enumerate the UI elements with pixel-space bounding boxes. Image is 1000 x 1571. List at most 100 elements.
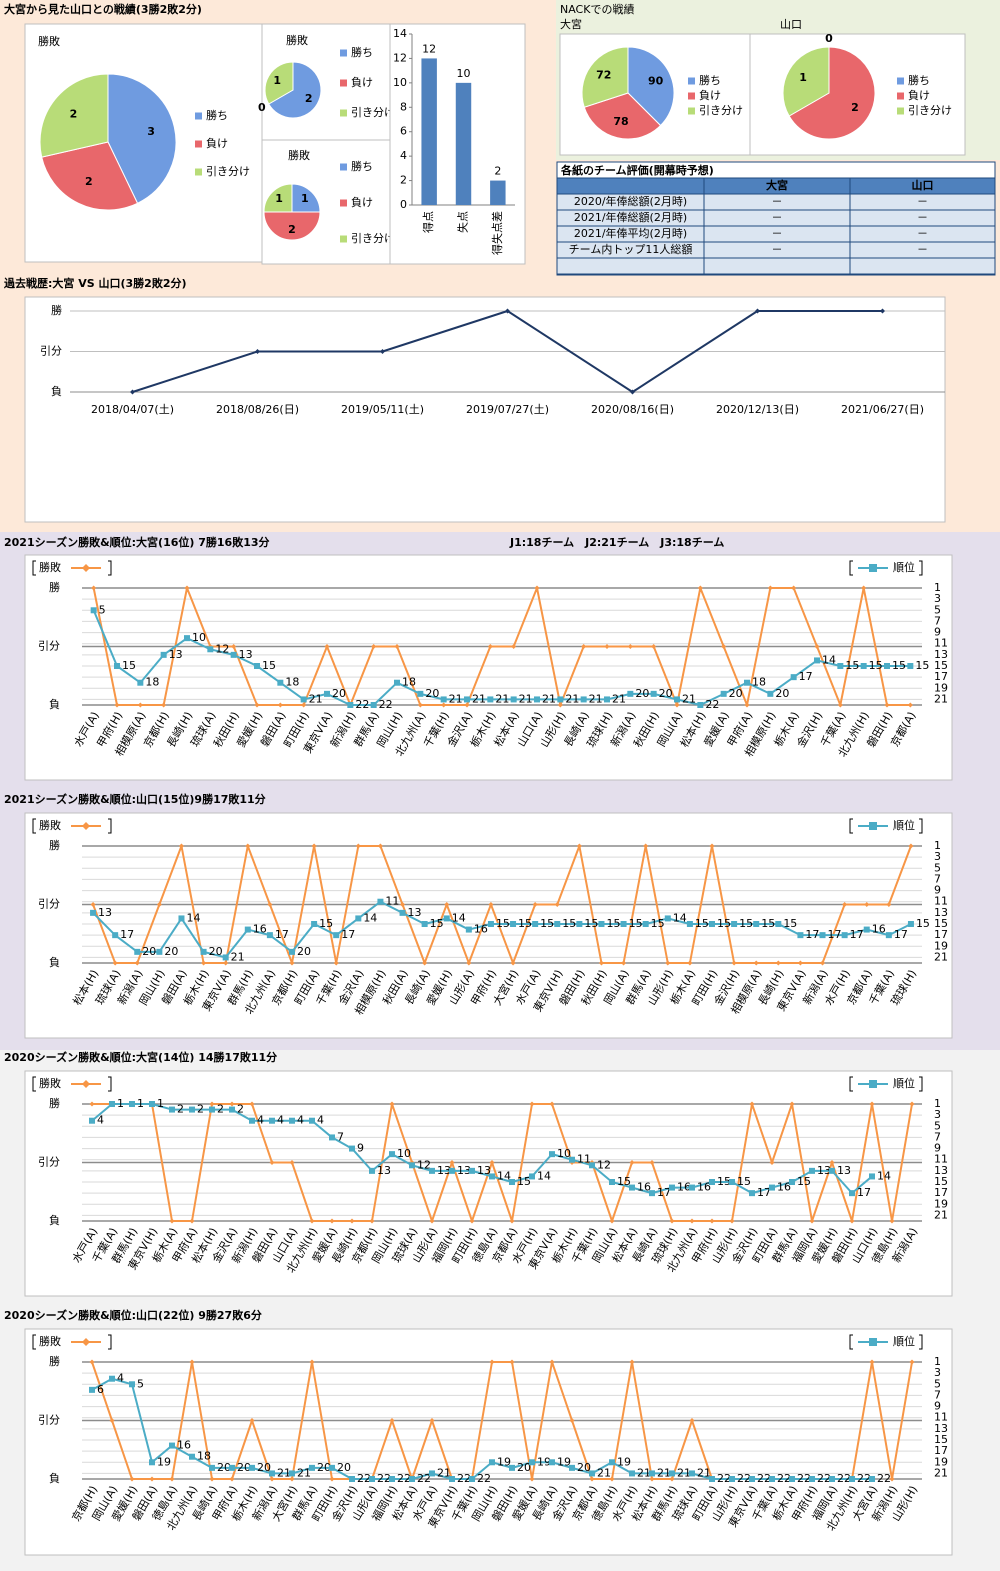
y-tick-label: 勝: [49, 580, 60, 594]
point-marker: [620, 921, 627, 927]
data-label: 22: [877, 1472, 891, 1485]
point-marker: [369, 1218, 375, 1224]
data-label: 17: [120, 928, 134, 941]
data-label: 22: [477, 1472, 491, 1485]
legend-label: 勝敗: [39, 560, 61, 574]
page-title: 大宮から見た山口との戦績(3勝2敗2分): [4, 2, 202, 16]
data-label: 1: [275, 192, 283, 205]
table-header-cell: 山口: [912, 178, 934, 192]
y2-tick-label: 7: [934, 872, 941, 885]
point-marker: [169, 1476, 175, 1482]
legend-label: 負け: [206, 137, 228, 150]
point-marker: [269, 1117, 275, 1124]
data-label: 15: [915, 659, 929, 672]
data-label: 15: [739, 917, 753, 930]
point-marker: [886, 902, 892, 907]
y2-tick-label: 19: [934, 1197, 948, 1210]
y2-tick-label: 9: [934, 1142, 941, 1155]
point-marker: [869, 1173, 875, 1180]
point-marker: [532, 921, 539, 927]
chart-title: 勝敗: [38, 34, 60, 48]
point-marker: [909, 1359, 915, 1365]
point-marker: [465, 926, 472, 933]
y2-tick-label: 17: [934, 1186, 948, 1199]
point-marker: [534, 585, 540, 591]
point-marker: [697, 585, 703, 591]
data-label: 21: [637, 1466, 651, 1479]
legend-label: 負け: [908, 89, 930, 102]
data-label: 10: [557, 1147, 571, 1160]
data-label: 22: [757, 1472, 771, 1485]
data-label: 0: [258, 101, 266, 114]
point-marker: [729, 1218, 735, 1224]
data-label: 15: [496, 917, 510, 930]
data-label: 1: [137, 1097, 144, 1110]
point-marker: [443, 915, 450, 922]
y2-tick-label: 5: [934, 1119, 941, 1132]
point-marker: [269, 1160, 275, 1165]
data-label: 16: [777, 1181, 791, 1194]
data-label: 14: [186, 911, 200, 924]
point-marker: [347, 702, 354, 708]
point-marker: [689, 1470, 695, 1477]
data-label: 17: [828, 928, 842, 941]
point-marker: [90, 902, 96, 907]
point-marker: [417, 702, 423, 708]
point-marker: [222, 954, 229, 961]
point-marker: [245, 843, 251, 849]
point-marker: [505, 308, 510, 314]
legend-label: 勝ち: [351, 45, 373, 59]
point-marker: [377, 843, 383, 849]
point-marker: [629, 1359, 635, 1365]
data-label: 20: [317, 1461, 331, 1474]
bar: [455, 82, 472, 205]
y-tick-label: 14: [393, 27, 407, 40]
data-label: 12: [417, 1158, 431, 1171]
data-label: 19: [537, 1455, 551, 1468]
point-marker: [449, 1476, 455, 1482]
point-marker: [709, 1179, 715, 1185]
y-tick-label: 勝: [49, 1354, 60, 1368]
data-label: 17: [805, 928, 819, 941]
point-marker: [156, 948, 163, 955]
point-marker: [669, 1470, 675, 1477]
point-marker: [860, 663, 867, 669]
data-label: 17: [757, 1186, 771, 1199]
legend-swatch: [897, 107, 904, 115]
y2-tick-label: 17: [934, 928, 948, 941]
point-marker: [369, 1476, 375, 1482]
data-label: 12: [422, 42, 436, 55]
data-label: 9: [357, 1142, 364, 1155]
legend-swatch: [195, 168, 202, 176]
point-marker: [109, 1375, 115, 1382]
point-marker: [422, 960, 428, 966]
legend-swatch: [688, 107, 695, 115]
data-label: 20: [729, 687, 743, 700]
chart-title: 山口: [780, 18, 802, 31]
point-marker: [569, 1464, 575, 1471]
y2-tick-label: 21: [934, 950, 948, 963]
point-marker: [421, 921, 428, 927]
point-marker: [837, 702, 843, 708]
data-label: 21: [277, 1466, 291, 1479]
point-marker: [909, 1101, 915, 1107]
point-marker: [686, 921, 693, 927]
data-label: 16: [177, 1439, 191, 1452]
chart-panel: [24, 1070, 953, 1297]
point-marker: [464, 696, 470, 703]
point-marker: [554, 921, 561, 927]
data-label: 22: [797, 1472, 811, 1485]
data-label: 5: [99, 603, 106, 616]
chart-title: 2021シーズン勝敗&順位:大宮(16位) 7勝16敗13分: [4, 535, 270, 549]
data-label: 14: [822, 653, 836, 666]
legend-bracket: [849, 1334, 853, 1350]
point-marker: [884, 702, 890, 708]
point-marker: [889, 1218, 895, 1224]
point-marker: [627, 644, 633, 649]
point-marker: [209, 1101, 215, 1107]
pie-slice: [581, 46, 629, 108]
point-marker: [797, 960, 803, 966]
point-marker: [604, 696, 610, 703]
y2-tick-label: 13: [934, 906, 948, 919]
point-marker: [349, 1476, 355, 1482]
